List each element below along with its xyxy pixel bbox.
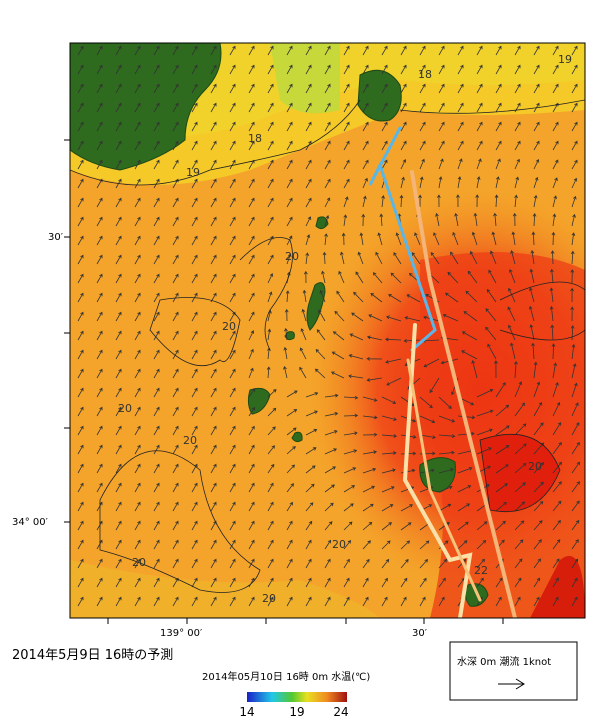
colorbar-tick: 14	[239, 705, 254, 719]
colorbar-title: 2014年05月10日 16時 0m 水温(℃)	[202, 670, 370, 683]
islands	[70, 43, 489, 607]
contour-label: 20	[222, 320, 236, 333]
legend-arrow	[498, 678, 525, 690]
contour-label: 20	[332, 538, 346, 551]
contours	[70, 99, 585, 593]
contour-label: 20	[118, 402, 132, 415]
contour-label: 19	[186, 166, 200, 179]
lat-label: 30′	[48, 232, 64, 243]
colorbar-tick: 19	[289, 705, 304, 719]
contour-label: 20	[262, 592, 276, 605]
tracks	[368, 126, 517, 618]
lon-label: 139° 00′	[160, 628, 203, 639]
legend-label: 水深 0m 潮流 1knot	[457, 655, 551, 668]
lat-label: 34° 00′	[12, 517, 49, 528]
contour-label: 18	[248, 132, 262, 145]
colorbar	[247, 692, 347, 702]
contour-label: 20	[183, 434, 197, 447]
contour-label: 19	[558, 53, 572, 66]
contour-label: 20	[528, 460, 542, 473]
colorbar-tick: 24	[333, 705, 348, 719]
map-area: 19 18 18 19 20 20 20 20 20 20 20 22 20	[70, 43, 585, 618]
contour-label: 20	[285, 250, 299, 263]
lon-label: 30′	[412, 628, 428, 639]
map-frame	[69, 42, 586, 619]
contour-label: 18	[418, 68, 432, 81]
contour-label: 20	[132, 556, 146, 569]
legend-box	[449, 641, 578, 701]
contour-label: 22	[474, 564, 488, 577]
caption: 2014年5月9日 16時の予測	[12, 648, 173, 663]
